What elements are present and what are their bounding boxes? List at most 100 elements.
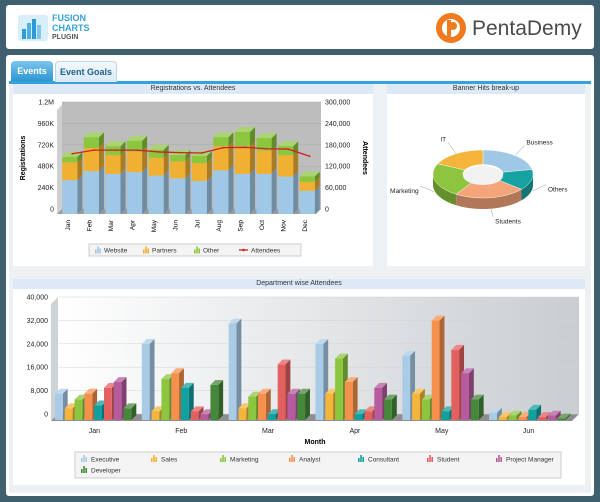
department-bar-developer-top xyxy=(557,413,571,419)
department-bar-marketing-front xyxy=(335,358,343,420)
registrations-bar-other-front xyxy=(278,146,294,156)
department-bar-marketing-front xyxy=(421,399,430,420)
legend-project-manager-icon xyxy=(496,455,502,462)
registrations-bar-partners-side xyxy=(314,176,320,191)
fusioncharts-logo: FUSION CHARTS PLUGIN xyxy=(16,11,106,45)
department-bar-executive-front xyxy=(141,343,150,420)
attendees-point xyxy=(265,147,268,150)
logo-line-2: CHARTS xyxy=(52,23,90,33)
department-bar-student-side xyxy=(198,406,204,420)
department-chart: 0 8,000 16,000 24,000 32,000 40,000 Jan Feb Mar A… xyxy=(27,295,579,479)
department-bar-developer-front xyxy=(297,393,306,420)
legend-analyst-label: Analyst xyxy=(299,457,321,464)
department-bar-project-manager-top xyxy=(547,410,561,416)
registrations-bar-other-side xyxy=(250,126,256,147)
registrations-bar-website-front xyxy=(170,178,186,214)
department-bar-project-manager-top xyxy=(374,382,387,388)
registrations-bar-partners-side xyxy=(120,150,126,174)
department-bar-project-manager-side xyxy=(555,410,561,420)
legend-developer-icon-bar2 xyxy=(83,466,85,473)
legend-project-manager-icon-bar1 xyxy=(496,458,498,462)
department-bar-marketing-top xyxy=(508,410,522,416)
department-bar-student-top xyxy=(104,382,117,388)
registrations-plot-bg xyxy=(62,102,321,209)
registrations-bar-other-side xyxy=(98,132,104,149)
legend-partners-icon-bar1 xyxy=(143,249,145,254)
department-bar-sales-top xyxy=(64,403,78,409)
registrations-bar-other xyxy=(83,132,104,149)
registrations-bar-other-side xyxy=(228,132,234,147)
department-bar-marketing-front xyxy=(248,396,257,420)
department-bar-developer xyxy=(297,388,310,420)
attendees-point xyxy=(157,151,160,153)
department-bar-student-top xyxy=(364,406,378,412)
registrations-bar-partners-front xyxy=(105,155,121,174)
attendees-point xyxy=(222,146,225,149)
registrations-xtick-label: Jan xyxy=(65,220,72,231)
registrations-wall-left xyxy=(57,105,62,214)
doughnut-slice-it xyxy=(437,149,484,171)
app-header: FUSION CHARTS PLUGIN PentaDemy xyxy=(6,5,594,49)
department-bar-executive xyxy=(141,339,155,420)
registrations-bar-website xyxy=(278,171,299,214)
registrations-bar-other-side xyxy=(163,144,169,158)
legend-student-icon-bar1 xyxy=(427,458,429,462)
department-bar-developer-side xyxy=(565,413,571,420)
department-bar-executive xyxy=(489,407,502,420)
registrations-bar-other-side xyxy=(314,171,320,182)
registrations-bar-website xyxy=(62,175,83,214)
attendees-point xyxy=(71,152,74,155)
tab-events[interactable]: Events xyxy=(11,61,53,81)
registrations-xtick-label: Jul xyxy=(194,219,201,228)
department-bar-consultant-top xyxy=(267,409,281,415)
legend-student-icon-bar2 xyxy=(429,455,431,462)
department-bar-sales-top xyxy=(498,412,512,418)
doughnut-side-students xyxy=(456,189,522,209)
registrations-bar-website-side xyxy=(120,168,126,214)
department-bar-analyst-top xyxy=(171,368,184,374)
pentademy-logo-text: PentaDemy xyxy=(472,17,582,40)
department-bar-executive-front xyxy=(228,323,237,420)
registrations-bar-partners-side xyxy=(271,145,277,174)
registrations-bar-partners-front xyxy=(213,146,229,171)
department-bar-executive-front xyxy=(402,355,411,420)
registrations-y2tick-label: 240,000 xyxy=(325,121,350,128)
registrations-bar-website xyxy=(148,170,169,214)
registrations-bar-partners-side xyxy=(293,150,299,177)
registrations-bar-website xyxy=(256,168,277,214)
registrations-bar-website-side xyxy=(293,171,299,214)
department-chart-title: Department wise Attendees xyxy=(13,279,585,289)
logo-line-3: PLUGIN xyxy=(52,34,79,41)
legend-other-icon-bar2 xyxy=(196,246,198,254)
department-bar-developer xyxy=(470,394,484,420)
department-bar-consultant-front xyxy=(181,387,189,420)
legend-website-icon-bar2 xyxy=(97,246,99,254)
department-bar-analyst-side xyxy=(439,315,445,420)
registrations-bar-website xyxy=(213,165,234,214)
dashboard-content: Registrations vs. Attendees 0 0 240K 60,000… xyxy=(9,84,591,493)
registrations-bar-website-front xyxy=(278,176,294,214)
doughnut-side-marketing xyxy=(433,174,457,206)
registrations-bar-website-front xyxy=(234,173,251,214)
department-bar-project-manager-top xyxy=(461,368,474,374)
legend-analyst-icon-bar2 xyxy=(291,455,293,462)
department-bar-executive-top xyxy=(489,407,502,413)
department-bar-developer-front xyxy=(123,408,132,420)
department-bar-developer-front xyxy=(557,418,566,420)
registrations-bar-website xyxy=(83,166,104,214)
doughnut-label-it: IT xyxy=(440,137,446,144)
department-xtick-label: Feb xyxy=(175,428,187,435)
registrations-bar-other-top xyxy=(278,141,299,147)
department-bar-analyst-front xyxy=(258,393,266,420)
tab-event-goals[interactable]: Event Goals xyxy=(55,61,117,82)
registrations-bar-partners-side xyxy=(142,146,148,173)
registrations-bar-website xyxy=(191,176,212,214)
doughnut-label-students: Students xyxy=(495,219,521,226)
department-bar-developer-top xyxy=(384,394,397,400)
department-bar-student-top xyxy=(277,359,291,365)
department-bar-analyst-front xyxy=(344,381,353,420)
registrations-bar-website-side xyxy=(77,175,83,214)
attendees-line xyxy=(72,146,310,157)
registrations-xtick-label: May xyxy=(151,219,158,232)
registrations-bar-other-side xyxy=(271,133,277,151)
